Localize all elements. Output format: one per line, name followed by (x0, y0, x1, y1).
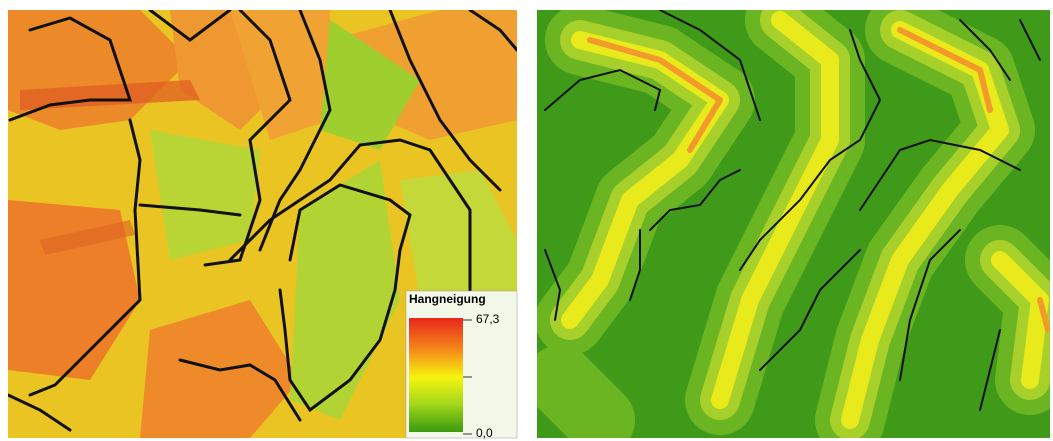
map-view: Hangneigung 67,3 0,0 (0, 0, 1053, 441)
legend-max-label: 67,3 (476, 312, 500, 326)
legend-min-label: 0,0 (476, 426, 493, 440)
legend: Hangneigung 67,3 0,0 (406, 291, 517, 440)
legend-title: Hangneigung (409, 292, 486, 306)
distance-map (537, 10, 1050, 438)
color-ramp (409, 318, 463, 432)
